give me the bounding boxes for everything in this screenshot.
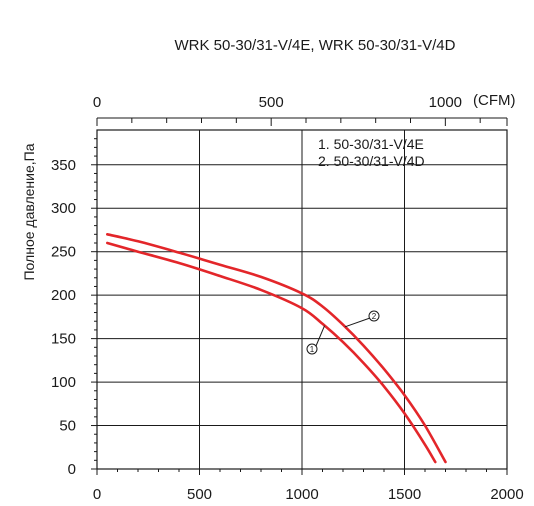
callout-marker-2 — [368, 310, 380, 322]
chart-title: WRK 50-30/31-V/4E, WRK 50-30/31-V/4D — [175, 37, 456, 54]
y-tick-label: 200 — [51, 287, 76, 304]
series-line-2 — [106, 233, 447, 464]
y-tick-label: 250 — [51, 244, 76, 261]
y-tick-label: 100 — [51, 374, 76, 391]
callout-marker-1 — [306, 343, 318, 355]
top-axis-unit: (CFM) — [473, 92, 515, 109]
callout-label-1: 1 — [310, 345, 315, 354]
legend: 1. 50-30/31-V/4E 2. 50-30/31-V/4D — [318, 136, 425, 169]
callout-label-2: 2 — [372, 312, 377, 321]
series-line-1 — [106, 241, 437, 464]
x-tick-label: 1500 — [388, 486, 421, 503]
y-tick-label: 50 — [59, 418, 76, 435]
callout-leader-1 — [315, 325, 326, 347]
y-tick-label: 150 — [51, 331, 76, 348]
callout-leader-2 — [344, 317, 371, 328]
x-tick-label: 0 — [93, 486, 101, 503]
x-tick-label: 500 — [187, 486, 212, 503]
grid — [97, 130, 507, 469]
y-tick-label: 300 — [51, 200, 76, 217]
callouts: 12 — [306, 310, 380, 355]
top-tick-label: 1000 — [429, 94, 462, 111]
y-axis: 0 50 100 150 200 250 300 350 — [51, 138, 97, 478]
series-layer — [106, 233, 447, 464]
y-tick-label: 0 — [68, 461, 76, 478]
x-tick-label: 1000 — [285, 486, 318, 503]
top-tick-label: 500 — [259, 94, 284, 111]
legend-entry-1: 1. 50-30/31-V/4E — [318, 136, 424, 152]
x-tick-label: 2000 — [490, 486, 523, 503]
legend-entry-2: 2. 50-30/31-V/4D — [318, 153, 425, 169]
top-axis: 0 500 1000 — [93, 94, 508, 126]
y-tick-label: 350 — [51, 157, 76, 174]
top-tick-label: 0 — [93, 94, 101, 111]
y-axis-label: Полное давление,Па — [21, 143, 37, 280]
x-axis: 0 500 1000 1500 2000 — [93, 469, 524, 503]
